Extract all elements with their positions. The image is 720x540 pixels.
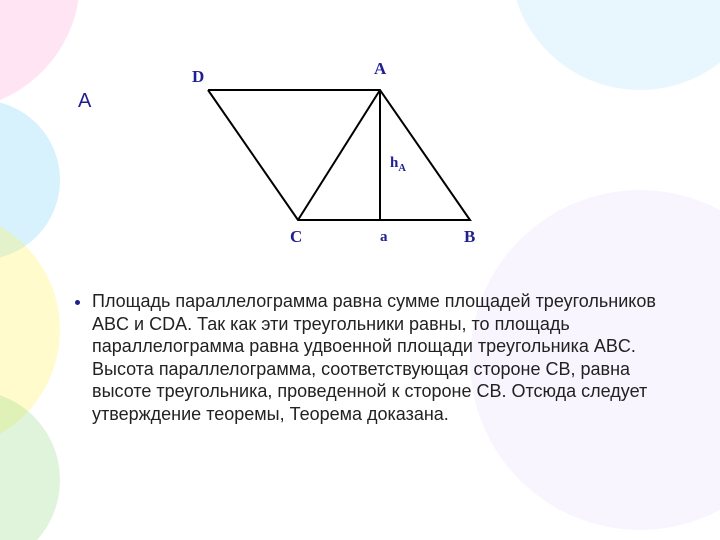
diagram-edge (298, 90, 380, 220)
bg-circle (510, 0, 720, 90)
vertex-label-B: B (464, 227, 475, 247)
vertex-label-D: D (192, 67, 204, 87)
proof-text: Площадь параллелограмма равна сумме площ… (62, 290, 662, 425)
parallelogram-diagram: D A C Ba hA (170, 60, 490, 250)
bg-circle (0, 0, 80, 110)
vertex-label-hA: hA (390, 155, 406, 174)
vertex-label-A: A (374, 59, 386, 79)
bg-circle (0, 390, 60, 540)
vertex-label-a: a (380, 229, 388, 246)
vertex-label-C: C (290, 227, 302, 247)
proof-text-item: Площадь параллелограмма равна сумме площ… (92, 290, 662, 425)
diagram-svg (170, 60, 490, 250)
slide-title: A (78, 90, 91, 113)
slide: A D A C Ba hA Площадь параллелограмма равна … (0, 0, 720, 540)
